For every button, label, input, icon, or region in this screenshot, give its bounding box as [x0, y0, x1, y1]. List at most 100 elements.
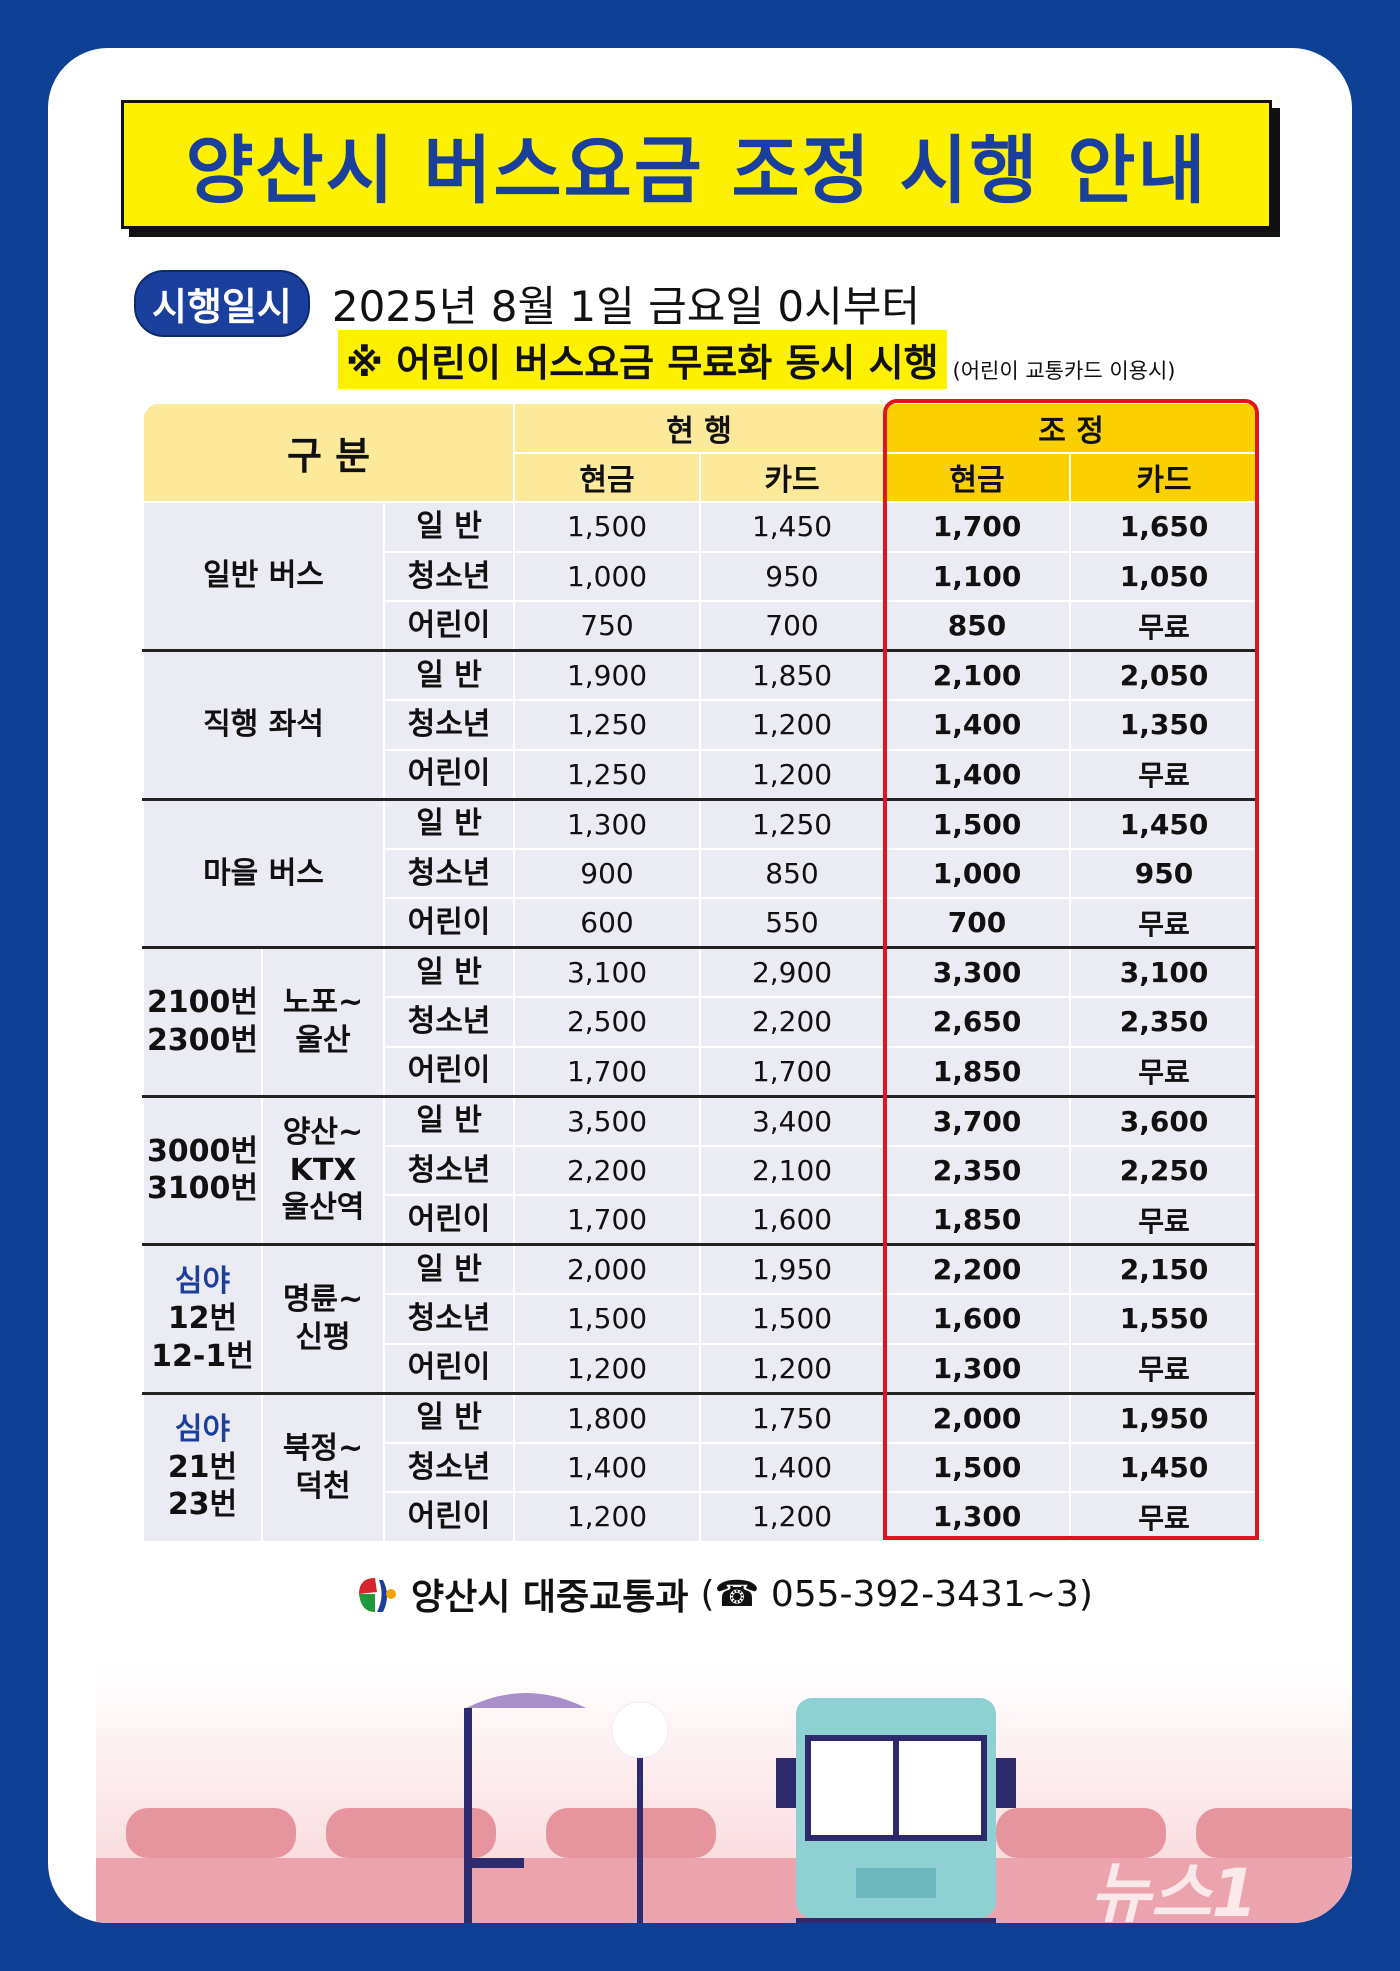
current-card-fare: 1,200 [699, 748, 886, 800]
adjusted-cash-fare: 1,500 [883, 1441, 1072, 1493]
route-stop: 울산역 [281, 1190, 365, 1225]
adjusted-card-fare: 2,150 [1069, 1243, 1260, 1295]
adjusted-cash-fare: 1,700 [883, 501, 1072, 553]
route-stop: 북정~ [282, 1431, 364, 1466]
route-number: 3000번 [146, 1133, 259, 1169]
current-cash-fare: 750 [513, 600, 702, 652]
adjusted-cash-fare: 1,300 [883, 1342, 1072, 1394]
current-card-fare: 1,950 [699, 1243, 886, 1295]
route-group-label: 마을 버스 [142, 797, 385, 949]
header-adjusted-card: 카드 [1069, 451, 1260, 503]
table-row: 청소년 1,400 1,400 1,500 1,450 [143, 1441, 1260, 1493]
adjusted-cash-fare: 2,200 [883, 1243, 1072, 1295]
current-cash-fare: 1,200 [513, 1342, 702, 1394]
yangsan-logo-icon [359, 1578, 396, 1612]
adjusted-cash-fare: 2,000 [883, 1391, 1072, 1444]
note-row: ※ 어린이 버스요금 무료화 동시 시행 (어린이 교통카드 이용시) [338, 330, 1175, 389]
current-cash-fare: 1,250 [513, 699, 702, 751]
adjusted-cash-fare: 1,500 [883, 797, 1072, 850]
header-adjusted: 조 정 [883, 402, 1260, 454]
adjusted-card-fare: 무료 [1069, 1194, 1260, 1246]
adjusted-cash-fare: 2,350 [883, 1144, 1072, 1196]
passenger-type: 어린이 [382, 1491, 516, 1543]
current-card-fare: 1,750 [699, 1391, 886, 1444]
adjusted-cash-fare: 1,100 [883, 550, 1072, 602]
schedule-badge: 시행일시 [134, 270, 310, 337]
table-row: 어린이 1,250 1,200 1,400 무료 [143, 748, 1260, 800]
current-card-fare: 1,200 [699, 1342, 886, 1394]
table-row: 직행 좌석 일 반 1,900 1,850 2,100 2,050 [142, 649, 1260, 800]
current-card-fare: 1,500 [699, 1293, 886, 1345]
passenger-type: 일 반 [382, 1243, 516, 1295]
current-card-fare: 1,200 [699, 1491, 886, 1543]
adjusted-cash-fare: 1,850 [883, 1194, 1072, 1246]
header-adjusted-cash: 현금 [883, 451, 1072, 503]
passenger-type: 어린이 [382, 748, 516, 800]
route-stop: 덕천 [295, 1468, 351, 1504]
route-number: 2100번 [146, 985, 259, 1021]
adjusted-cash-fare: 1,000 [883, 847, 1072, 899]
route-section: 노포~ 울산 [261, 946, 385, 1097]
adjusted-cash-fare: 850 [883, 600, 1072, 652]
table-row: 청소년 900 850 1,000 950 [143, 847, 1260, 899]
current-cash-fare: 1,300 [513, 797, 702, 850]
passenger-type: 일 반 [382, 649, 516, 701]
route-group-label: 심야 21번 23번 [142, 1391, 263, 1543]
table-row: 청소년 1,000 950 1,100 1,050 [143, 550, 1260, 602]
passenger-type: 어린이 [382, 600, 516, 652]
adjusted-card-fare: 2,050 [1069, 649, 1260, 701]
footer-org: 양산시 대중교통과 [411, 1577, 689, 1618]
current-cash-fare: 3,100 [513, 946, 702, 998]
adjusted-card-fare: 1,950 [1069, 1391, 1260, 1444]
adjusted-cash-fare: 1,400 [883, 699, 1072, 751]
route-section: 양산~ KTX 울산역 [261, 1094, 385, 1246]
current-card-fare: 1,700 [699, 1045, 886, 1097]
adjusted-card-fare: 무료 [1069, 897, 1260, 949]
header-category: 구 분 [141, 402, 516, 503]
schedule-date: 2025년 8월 1일 금요일 0시부터 [331, 282, 921, 331]
route-stop: 신평 [295, 1319, 351, 1355]
adjusted-card-fare: 1,450 [1069, 1441, 1260, 1493]
schedule-row: 시행일시 2025년 8월 1일 금요일 0시부터 [134, 270, 920, 337]
route-number: 21번 [167, 1449, 238, 1485]
passenger-type: 청소년 [382, 996, 516, 1048]
adjusted-cash-fare: 1,300 [883, 1491, 1072, 1543]
adjusted-cash-fare: 1,400 [883, 748, 1072, 800]
route-stop: 노포~ [282, 985, 364, 1021]
current-card-fare: 2,100 [699, 1144, 886, 1196]
adjusted-card-fare: 2,250 [1069, 1144, 1260, 1196]
current-card-fare: 850 [699, 847, 886, 899]
table-row: 어린이 1,200 1,200 1,300 무료 [143, 1342, 1260, 1394]
route-section: 명륜~ 신평 [261, 1243, 385, 1394]
adjusted-card-fare: 무료 [1069, 1491, 1260, 1543]
table-row: 심야 12번 12-1번 명륜~ 신평 일 반 2,000 1,950 2,200 2,150 [142, 1243, 1260, 1394]
passenger-type: 청소년 [382, 699, 516, 751]
route-number: 12번 [167, 1301, 238, 1336]
adjusted-cash-fare: 3,300 [883, 946, 1072, 998]
table-row: 2100번 2300번 노포~ 울산 일 반 3,100 2,900 3,300 3,100 [142, 946, 1260, 1097]
adjusted-cash-fare: 1,850 [883, 1045, 1072, 1097]
table-row: 청소년 1,250 1,200 1,400 1,350 [143, 699, 1260, 751]
footer-contact: 양산시 대중교통과 (☎ 055-392-3431~3) [355, 1568, 1093, 1620]
free-fare-condition: (어린이 교통카드 이용시) [952, 359, 1176, 383]
adjusted-card-fare: 2,350 [1069, 996, 1260, 1048]
current-card-fare: 3,400 [699, 1094, 886, 1147]
current-cash-fare: 900 [513, 847, 702, 899]
current-cash-fare: 1,400 [513, 1441, 702, 1493]
adjusted-card-fare: 1,450 [1069, 797, 1260, 850]
passenger-type: 일 반 [382, 501, 516, 553]
table-row: 심야 21번 23번 북정~ 덕천 일 반 1,800 1,750 2,000 1,950 [142, 1391, 1260, 1543]
adjusted-card-fare: 무료 [1069, 1045, 1260, 1097]
table-row: 어린이 1,700 1,700 1,850 무료 [143, 1045, 1260, 1097]
table-row: 청소년 2,200 2,100 2,350 2,250 [143, 1144, 1260, 1196]
adjusted-card-fare: 1,650 [1069, 501, 1260, 553]
adjusted-card-fare: 무료 [1069, 600, 1260, 652]
route-section: 북정~ 덕천 [261, 1391, 385, 1543]
route-stop: 양산~ [282, 1115, 364, 1150]
table-row: 일반 버스 일 반 1,500 1,450 1,700 1,650 [142, 501, 1260, 652]
route-stop: 명륜~ [282, 1282, 364, 1318]
current-cash-fare: 2,500 [513, 996, 702, 1048]
current-cash-fare: 1,000 [513, 550, 702, 602]
current-cash-fare: 1,200 [513, 1491, 702, 1543]
current-cash-fare: 2,000 [513, 1243, 702, 1295]
